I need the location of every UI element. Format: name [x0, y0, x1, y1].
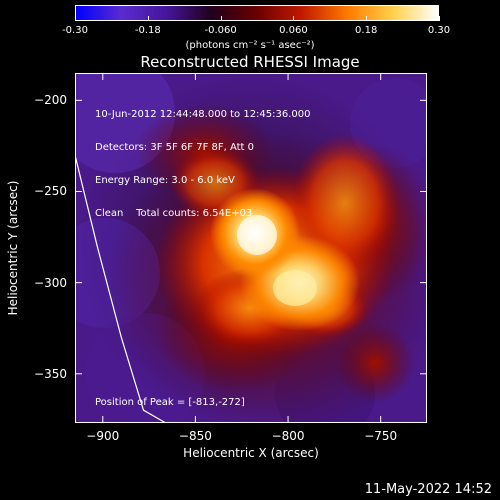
x-axis-ticks — [102, 73, 382, 423]
colorbar — [75, 5, 439, 21]
colorbar-tick-mark — [366, 16, 368, 21]
x-tick-label: −750 — [364, 429, 398, 443]
timestamp: 11-May-2022 14:52 — [364, 482, 492, 497]
x-tick-label: −900 — [86, 429, 120, 443]
y-axis-ticks — [75, 99, 427, 375]
info-peak-position: Position of Peak = [-813,-272] — [95, 397, 245, 408]
info-energy-range: Energy Range: 3.0 - 6.0 keV — [95, 175, 235, 186]
y-tick-label: −250 — [34, 184, 67, 199]
image-layer — [75, 73, 427, 423]
y-tick-label: −200 — [34, 93, 67, 108]
colorbar-tick-label: -0.30 — [62, 25, 88, 36]
colorbar-tick-mark — [439, 16, 440, 21]
colorbar-tick-label: -0.18 — [134, 25, 161, 36]
y-tick-label: −350 — [34, 366, 67, 381]
info-detectors: Detectors: 3F 5F 6F 7F 8F, Att 0 — [95, 142, 255, 153]
x-tick-label: −850 — [178, 429, 212, 443]
colorbar-tick-label: 0.18 — [355, 25, 378, 36]
colorbar-units-label: (photons cm⁻² s⁻¹ asec⁻²) — [185, 40, 315, 51]
y-tick-label: −300 — [34, 275, 67, 290]
colorbar-tick-label: 0.30 — [427, 25, 451, 36]
colorbar-tick-mark — [220, 16, 222, 21]
colorbar-tick-mark — [147, 16, 149, 21]
info-block: 10-Jun-2012 12:44:48.000 to 12:45:36.000… — [95, 87, 311, 230]
plot-frame — [75, 73, 427, 423]
colorbar-tick-label: -0.060 — [204, 25, 237, 36]
plot-area — [75, 73, 427, 423]
colorbar-tick-mark — [293, 16, 295, 21]
x-tick-label: −800 — [271, 429, 305, 443]
info-total-counts: Total counts: 6.54E+03 — [136, 208, 253, 219]
y-axis-label: Heliocentric Y (arcsec) — [6, 180, 20, 316]
chart-title: Reconstructed RHESSI Image — [140, 53, 360, 71]
colorbar-tick-label: 0.060 — [279, 25, 308, 36]
info-clean: Clean — [95, 208, 124, 219]
info-clean-counts: Clean Total counts: 6.54E+03 — [95, 208, 311, 219]
info-time-range: 10-Jun-2012 12:44:48.000 to 12:45:36.000 — [95, 109, 311, 120]
solar-limb-curve — [75, 154, 167, 423]
colorbar-tick-mark — [75, 16, 76, 21]
x-axis-label: Heliocentric X (arcsec) — [183, 446, 319, 460]
